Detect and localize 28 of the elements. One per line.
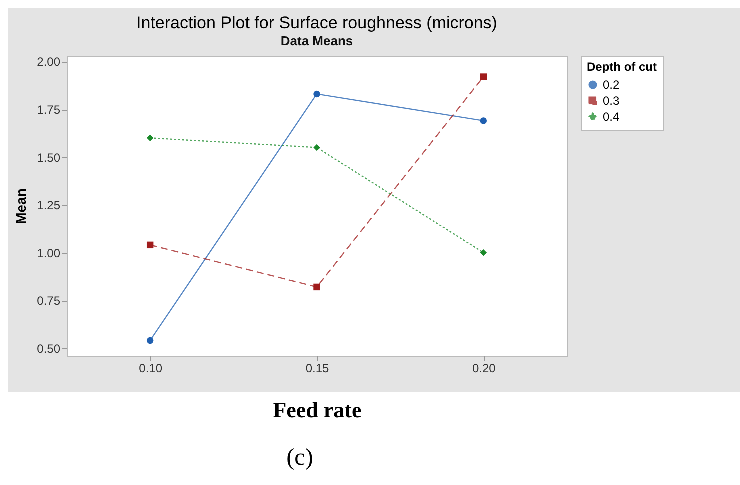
chart-subtitle: Data Means — [280, 34, 354, 48]
point — [480, 249, 488, 256]
point — [314, 144, 320, 152]
x-axis-title: Feed rate — [273, 398, 362, 422]
chart-title: Interaction Plot for Surface roughness (microns) — [136, 14, 498, 32]
y-tick-label: 2.00 — [37, 55, 61, 70]
point — [146, 134, 154, 142]
y-tick-label: 0.50 — [37, 342, 61, 356]
point — [314, 284, 320, 291]
x-tick-label: 0.15 — [306, 362, 330, 376]
text: (c) — [286, 445, 314, 472]
legend-label: 0.2 — [603, 78, 620, 92]
legend-title: Depth of cut — [587, 60, 657, 74]
y-tick-label: 1.50 — [37, 150, 61, 165]
y-tick-label: 1.25 — [37, 198, 61, 213]
x-tick-label: 0.10 — [139, 362, 163, 376]
legend-label: 0.3 — [603, 94, 620, 108]
y-tick-label: 1.00 — [37, 246, 61, 260]
point — [146, 242, 154, 249]
point — [314, 90, 320, 98]
point — [480, 74, 488, 80]
x-tick-label: 0.20 — [472, 362, 496, 376]
y-tick-label: 1.75 — [37, 103, 61, 118]
point — [146, 337, 154, 344]
y-tick-label: 0.75 — [37, 294, 61, 308]
y-axis-title: Mean — [13, 188, 30, 224]
legend-label: 0.4 — [603, 110, 620, 124]
point — [480, 118, 488, 124]
